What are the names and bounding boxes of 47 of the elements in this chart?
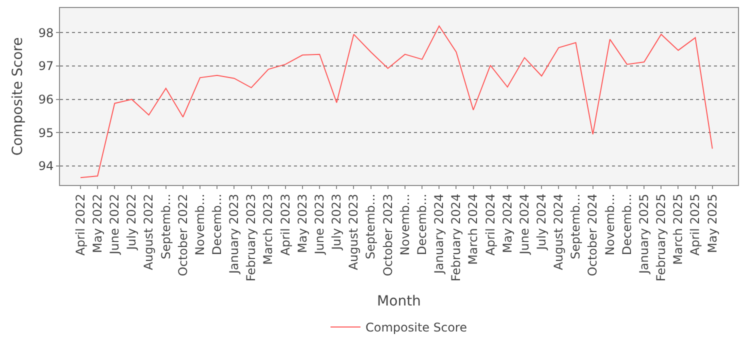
x-tick-label: March 2024 [466,194,480,265]
x-tick-label: Decemb... [620,194,634,256]
x-tick-label: Septemb... [364,194,378,260]
y-tick-label: 97 [38,59,54,74]
y-tick-label: 96 [38,92,54,107]
x-tick-label: March 2023 [261,194,276,265]
y-tick-label: 95 [38,126,54,140]
x-tick-label: January 2024 [432,194,446,275]
x-axis-title: Month [377,294,421,310]
x-tick-label: March 2025 [671,194,686,265]
x-tick-label: Decemb... [210,194,224,256]
x-tick-label: Septemb... [568,194,583,260]
x-tick-label: August 2023 [346,194,361,270]
x-tick-label: Novemb... [398,194,412,256]
x-tick-label: Septemb... [158,194,173,260]
x-tick-label: April 2024 [483,194,498,256]
x-tick-label: February 2023 [244,194,258,282]
legend-label: Composite Score [366,320,467,335]
x-tick-label: January 2025 [636,194,651,275]
line-series [80,26,713,178]
x-tick-label: Novemb... [602,194,617,256]
x-tick-label: July 2024 [534,194,548,251]
x-tick-label: Decemb... [414,194,429,256]
x-tick-label: May 2023 [295,194,310,253]
x-tick-label: October 2023 [380,194,395,276]
x-tick-label: October 2022 [176,194,190,276]
x-tick-label: June 2024 [517,194,532,256]
x-tick-label: February 2024 [449,194,464,282]
x-tick-label: August 2024 [552,194,566,270]
x-tick-label: July 2023 [330,194,344,251]
y-tick-label: 98 [38,26,54,40]
x-tick-label: February 2025 [654,194,668,282]
x-tick-label: Novemb... [192,194,207,256]
x-tick-label: April 2022 [73,194,88,256]
x-tick-label: June 2022 [108,194,122,256]
x-tick-label: July 2022 [124,194,139,251]
x-tick-label: May 2022 [90,194,104,253]
x-tick-label: April 2023 [278,194,292,256]
x-tick-label: April 2025 [688,194,702,256]
x-tick-label: May 2024 [500,194,514,253]
y-tick-label: 94 [38,159,54,174]
x-tick-label: August 2022 [142,194,156,270]
x-tick-label: May 2025 [705,194,720,253]
y-axis-title: Composite Score [10,37,26,156]
x-tick-label: June 2023 [312,194,326,256]
x-tick-label: October 2024 [586,194,600,276]
x-tick-label: January 2023 [227,194,242,275]
